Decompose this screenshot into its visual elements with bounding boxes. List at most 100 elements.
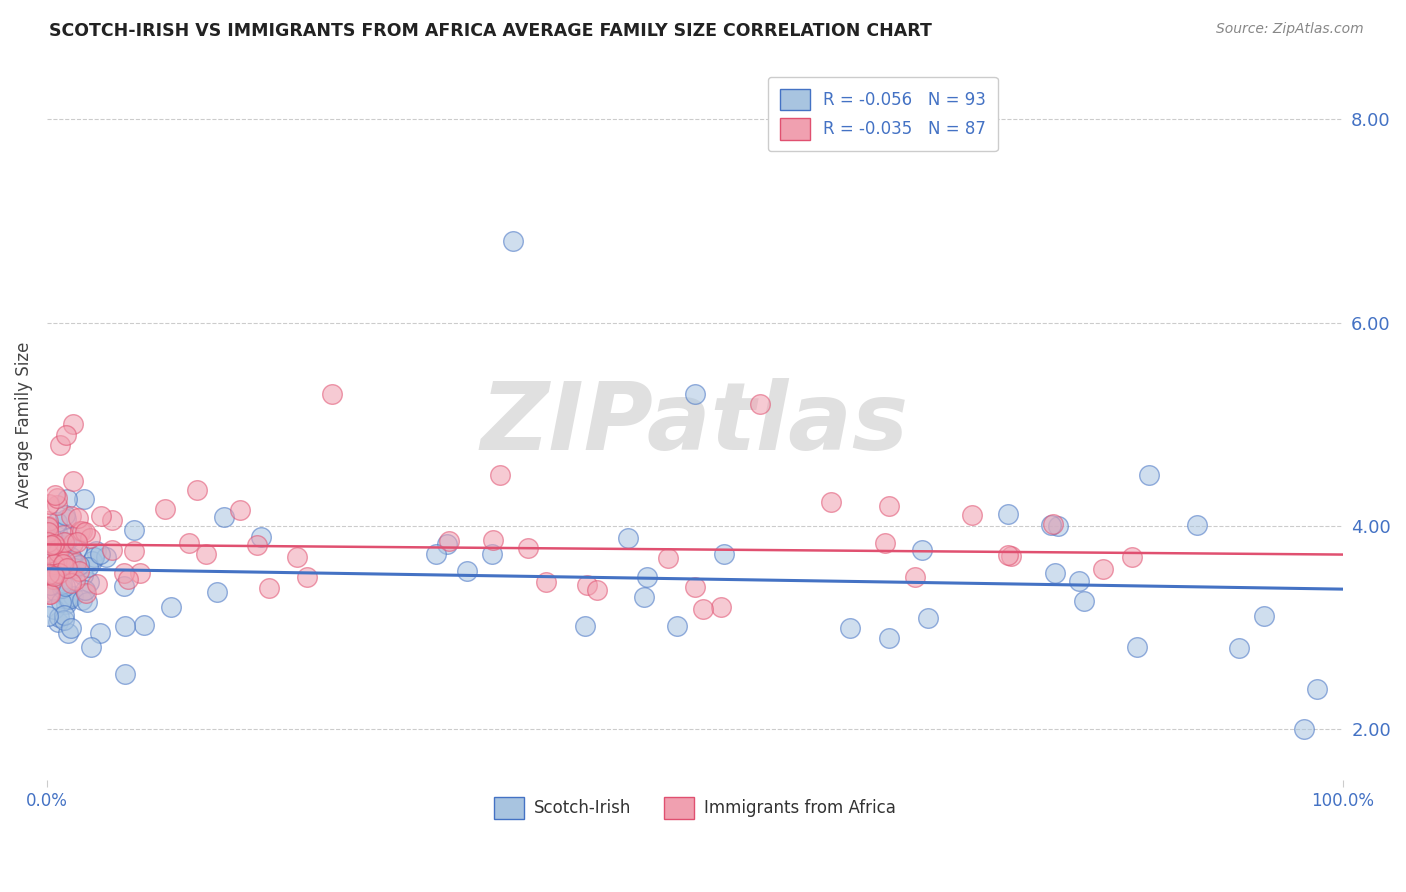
Point — [960, 508, 983, 522]
Point — [616, 531, 638, 545]
Point — [482, 533, 505, 548]
Point — [48, 566, 70, 580]
Point — [62, 536, 84, 550]
Point — [77, 574, 100, 589]
Point — [56, 561, 79, 575]
Point — [713, 547, 735, 561]
Point — [997, 507, 1019, 521]
Point — [657, 551, 679, 566]
Point — [250, 530, 273, 544]
Point — [55, 427, 77, 442]
Point — [1040, 517, 1063, 532]
Point — [297, 570, 319, 584]
Point — [46, 541, 69, 556]
Point — [53, 607, 76, 622]
Point — [44, 557, 66, 571]
Point — [51, 528, 73, 542]
Point — [748, 397, 770, 411]
Point — [37, 609, 59, 624]
Legend: Scotch-Irish, Immigrants from Africa: Scotch-Irish, Immigrants from Africa — [486, 790, 903, 825]
Text: SCOTCH-IRISH VS IMMIGRANTS FROM AFRICA AVERAGE FAMILY SIZE CORRELATION CHART: SCOTCH-IRISH VS IMMIGRANTS FROM AFRICA A… — [49, 22, 932, 40]
Point — [879, 499, 901, 513]
Point — [48, 553, 70, 567]
Point — [1092, 562, 1115, 576]
Point — [683, 580, 706, 594]
Point — [53, 579, 76, 593]
Point — [69, 524, 91, 538]
Point — [585, 583, 607, 598]
Point — [1292, 723, 1315, 737]
Point — [114, 667, 136, 681]
Point — [49, 438, 72, 452]
Point — [55, 511, 77, 525]
Point — [46, 515, 69, 529]
Point — [879, 631, 901, 645]
Point — [44, 567, 66, 582]
Point — [38, 547, 60, 561]
Point — [79, 531, 101, 545]
Point — [129, 566, 152, 580]
Point — [46, 524, 69, 539]
Point — [576, 577, 599, 591]
Point — [63, 573, 86, 587]
Point — [917, 610, 939, 624]
Point — [59, 576, 82, 591]
Point — [44, 584, 66, 599]
Point — [456, 565, 478, 579]
Point — [1137, 468, 1160, 483]
Point — [77, 560, 100, 574]
Point — [60, 551, 83, 566]
Point — [37, 555, 59, 569]
Point — [1227, 641, 1250, 656]
Point — [1000, 549, 1022, 563]
Point — [62, 417, 84, 432]
Point — [60, 509, 83, 524]
Point — [489, 468, 512, 483]
Point — [1067, 574, 1090, 588]
Point — [246, 538, 269, 552]
Point — [84, 544, 107, 558]
Point — [285, 549, 308, 564]
Point — [37, 520, 59, 534]
Point — [59, 621, 82, 635]
Point — [37, 534, 59, 549]
Point — [52, 534, 75, 549]
Point — [534, 574, 557, 589]
Point — [49, 595, 72, 609]
Point — [51, 581, 73, 595]
Point — [114, 619, 136, 633]
Point — [53, 613, 76, 627]
Point — [910, 542, 932, 557]
Point — [502, 235, 524, 249]
Point — [56, 492, 79, 507]
Point — [1073, 593, 1095, 607]
Point — [56, 591, 79, 605]
Point — [122, 523, 145, 537]
Point — [63, 561, 86, 575]
Point — [75, 582, 97, 597]
Point — [62, 589, 84, 603]
Point — [65, 556, 87, 570]
Point — [692, 602, 714, 616]
Point — [44, 538, 66, 552]
Point — [132, 618, 155, 632]
Point — [44, 537, 66, 551]
Point — [38, 587, 60, 601]
Point — [38, 566, 60, 581]
Point — [70, 593, 93, 607]
Point — [159, 599, 181, 614]
Point — [229, 502, 252, 516]
Point — [37, 518, 59, 533]
Point — [58, 591, 80, 605]
Point — [44, 488, 66, 502]
Point — [53, 508, 76, 522]
Point — [44, 569, 66, 583]
Point — [112, 566, 135, 580]
Point — [66, 511, 89, 525]
Point — [72, 568, 94, 582]
Point — [42, 572, 65, 586]
Point — [76, 595, 98, 609]
Point — [67, 564, 90, 578]
Point — [37, 546, 59, 560]
Point — [112, 578, 135, 592]
